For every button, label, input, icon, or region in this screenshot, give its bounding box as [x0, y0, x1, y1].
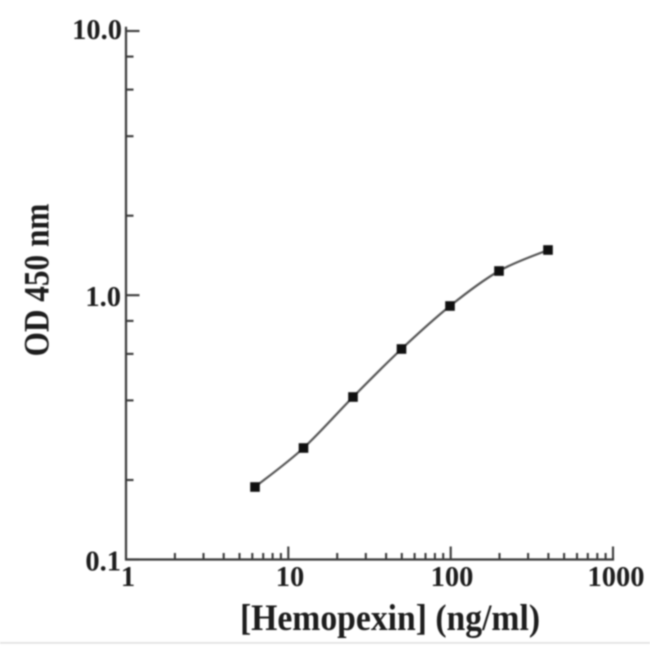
svg-text:1000: 1000 [588, 562, 645, 593]
svg-text:1: 1 [121, 562, 135, 593]
svg-text:[Hemopexin] (ng/ml): [Hemopexin] (ng/ml) [240, 597, 540, 639]
svg-text:1.0: 1.0 [85, 282, 121, 313]
svg-text:OD 450 nm: OD 450 nm [18, 204, 57, 357]
svg-text:100: 100 [431, 562, 474, 593]
svg-text:10.0: 10.0 [72, 15, 122, 46]
svg-text:0.1: 0.1 [85, 547, 121, 578]
svg-text:10: 10 [276, 562, 305, 593]
